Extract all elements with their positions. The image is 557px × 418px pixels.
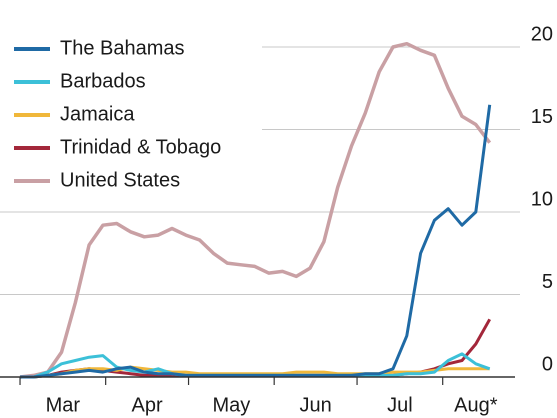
series-line — [20, 104, 492, 379]
x-tick-label: Jun — [299, 394, 331, 416]
legend-label: United States — [60, 169, 180, 191]
y-tick-label: 15 — [531, 106, 553, 128]
x-tick-label: Mar — [46, 394, 81, 416]
y-tick-label: 10 — [531, 188, 553, 210]
legend-label: Trinidad & Tobago — [60, 136, 221, 158]
legend-label: Barbados — [60, 70, 146, 92]
x-tick-label: Apr — [132, 394, 163, 416]
y-tick-label: 5 — [542, 271, 553, 293]
y-tick-label: 20 — [531, 23, 553, 45]
x-tick-label: Jul — [387, 394, 413, 416]
x-tick-label: May — [212, 394, 250, 416]
legend: The Bahamas Barbados Jamaica Trinidad & Tob… — [0, 30, 262, 198]
series-line — [19, 41, 492, 379]
series-line — [20, 365, 490, 379]
legend-label: Jamaica — [60, 103, 135, 125]
y-tick-label: 0 — [542, 353, 553, 375]
x-tick-label: Aug* — [454, 394, 498, 416]
legend-label: The Bahamas — [60, 37, 185, 59]
